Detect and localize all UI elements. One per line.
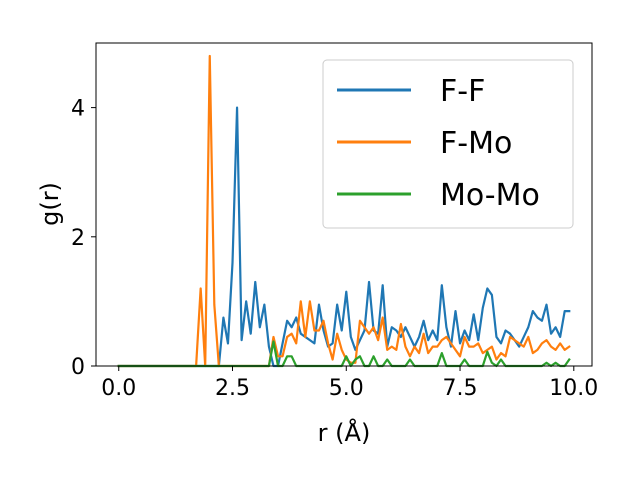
legend-label-f-f: F-F <box>440 74 485 109</box>
y-axis-label: g(r) <box>36 182 64 226</box>
legend-label-f-mo: F-Mo <box>440 126 512 161</box>
x-tick-label: 5.0 <box>329 376 364 401</box>
x-tick-label: 10.0 <box>549 376 598 401</box>
plot-frame <box>95 42 593 367</box>
x-axis-label: r (Å) <box>318 418 371 447</box>
y-axis: 0 2 4 <box>71 97 96 380</box>
legend-frame <box>322 59 574 229</box>
legend-label-mo-mo: Mo-Mo <box>440 178 540 213</box>
y-tick-label: 0 <box>71 355 85 380</box>
x-tick-label: 0.0 <box>101 376 136 401</box>
x-tick-label: 2.5 <box>215 376 250 401</box>
x-tick-label: 7.5 <box>443 376 478 401</box>
x-axis: 0.0 2.5 5.0 7.5 10.0 <box>101 366 598 401</box>
y-tick-label: 4 <box>71 97 85 122</box>
y-tick-label: 2 <box>71 226 85 251</box>
legend: F-F F-Mo Mo-Mo <box>322 59 574 229</box>
